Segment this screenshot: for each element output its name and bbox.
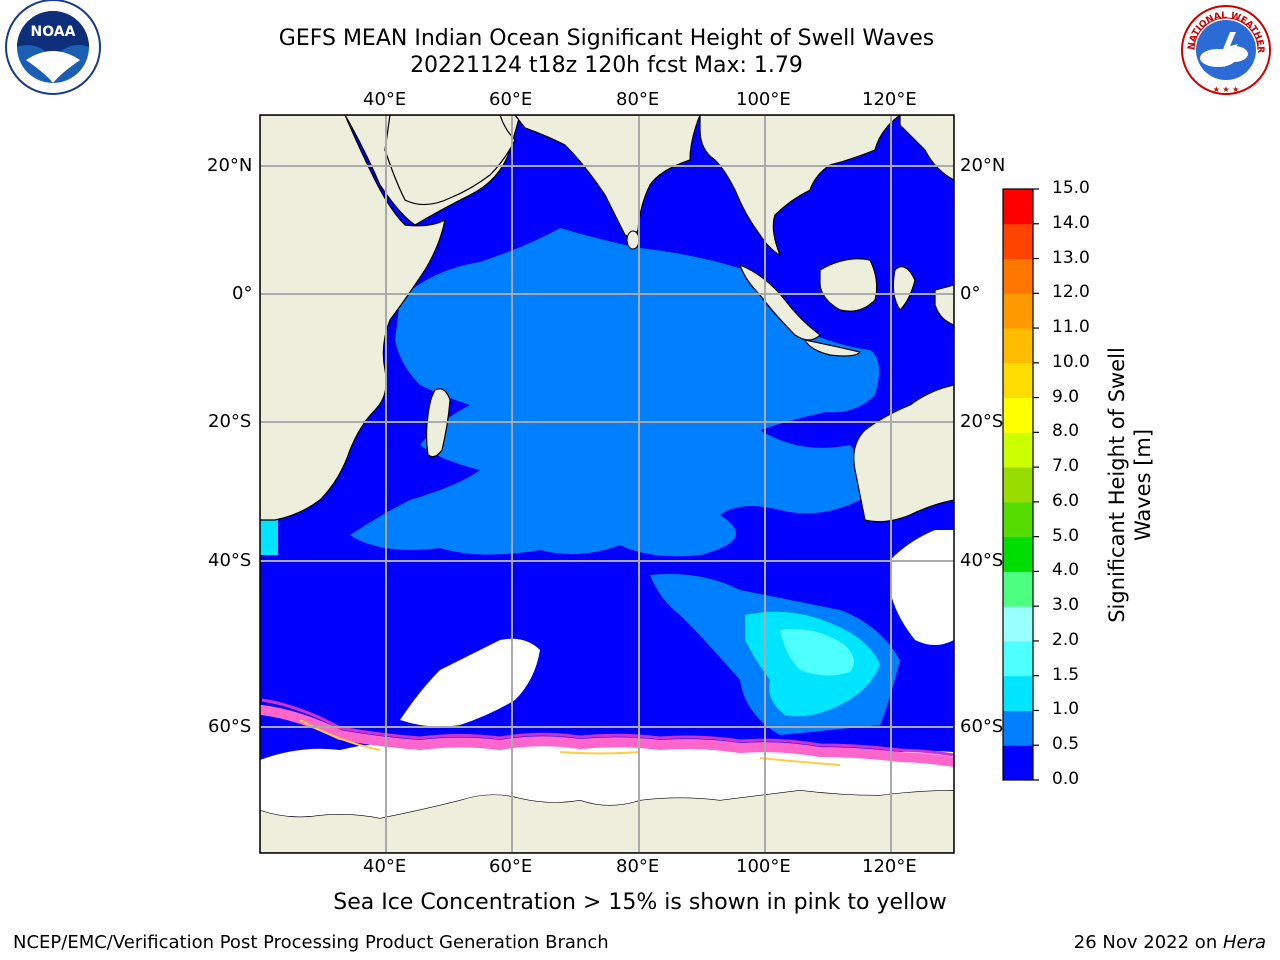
colorbar-segment bbox=[1003, 710, 1033, 746]
lon-label-top-80e: 80°E bbox=[616, 89, 660, 110]
map-frame bbox=[259, 114, 955, 854]
swell-band-1-5-2-0 bbox=[780, 629, 854, 676]
colorbar-segment bbox=[1003, 223, 1033, 260]
colorbar-segment bbox=[1003, 432, 1033, 468]
lat-label-right-0: 0° bbox=[960, 283, 981, 304]
colorbar-tick-label: 7.0 bbox=[1052, 456, 1080, 477]
colorbar-tick-label: 10.0 bbox=[1052, 351, 1090, 372]
colorbar-segment bbox=[1003, 362, 1033, 399]
lat-label-left-0: 0° bbox=[232, 283, 253, 304]
sea-ice-patch-west bbox=[400, 638, 540, 727]
colorbar-segment bbox=[1003, 258, 1033, 294]
land-sri-lanka bbox=[626, 230, 640, 250]
swell-patch-west bbox=[260, 520, 278, 555]
colorbar-tick-label: 12.0 bbox=[1052, 282, 1090, 303]
colorbar-tick-label: 4.0 bbox=[1052, 560, 1080, 581]
noaa-logo: NOAA bbox=[5, 0, 101, 95]
colorbar-segment bbox=[1003, 397, 1033, 433]
colorbar-tick-label: 14.0 bbox=[1052, 212, 1090, 233]
nws-logo: NATIONAL WEATHER SERVICE ★ ★ ★ bbox=[1178, 2, 1271, 95]
lon-label-bottom-40e: 40°E bbox=[363, 856, 407, 877]
colorbar-segment bbox=[1003, 189, 1033, 225]
land-sumatra bbox=[739, 263, 821, 341]
colorbar-segment bbox=[1003, 328, 1033, 364]
lat-label-left-60s: 60°S bbox=[208, 716, 252, 737]
colorbar-segment bbox=[1003, 606, 1033, 642]
colorbar-tick-label: 1.5 bbox=[1052, 664, 1080, 685]
land-southeast-asia bbox=[699, 115, 901, 257]
colorbar bbox=[1003, 189, 1033, 781]
lon-label-top-100e: 100°E bbox=[736, 89, 791, 110]
sea-ice-south bbox=[260, 739, 954, 818]
land-australia bbox=[853, 384, 954, 523]
colorbar-title: Significant Height of Swell Waves [m] bbox=[1104, 347, 1156, 623]
colorbar-tick-label: 15.0 bbox=[1052, 178, 1090, 198]
lon-label-top-60e: 60°E bbox=[489, 89, 533, 110]
lat-label-right-40s: 40°S bbox=[960, 550, 1004, 571]
colorbar-tick-label: 3.0 bbox=[1052, 595, 1080, 616]
colorbar-tick-label: 13.0 bbox=[1052, 247, 1090, 268]
lon-label-bottom-80e: 80°E bbox=[616, 856, 660, 877]
noaa-logo-text: NOAA bbox=[31, 24, 76, 40]
chart-subtitle: 20221124 t18z 120h fcst Max: 1.79 bbox=[410, 53, 803, 78]
sea-ice-edge-inner bbox=[261, 698, 954, 757]
lat-label-left-20s: 20°S bbox=[208, 411, 252, 432]
gridlines bbox=[260, 115, 954, 853]
lat-label-right-20n: 20°N bbox=[960, 155, 1006, 176]
colorbar-segment bbox=[1003, 675, 1033, 711]
colorbar-segment bbox=[1003, 536, 1033, 572]
colorbar-frame bbox=[1002, 188, 1034, 781]
footer-host: Hera bbox=[1222, 932, 1266, 953]
lon-label-bottom-120e: 120°E bbox=[862, 856, 917, 877]
lon-label-bottom-100e: 100°E bbox=[736, 856, 791, 877]
lat-label-left-20n: 20°N bbox=[207, 155, 253, 176]
land-borneo bbox=[819, 258, 878, 312]
colorbar-tick-label: 5.0 bbox=[1052, 525, 1080, 546]
colorbar-tick-marks bbox=[1033, 188, 1039, 781]
chart-title: GEFS MEAN Indian Ocean Significant Heigh… bbox=[278, 26, 935, 51]
colorbar-segment bbox=[1003, 745, 1033, 781]
colorbar-tick-label: 0.0 bbox=[1052, 769, 1080, 789]
swell-band-0-5-1-0 bbox=[350, 228, 879, 557]
colorbar-tick-label: 9.0 bbox=[1052, 386, 1080, 407]
colorbar-title-line1: Significant Height of Swell bbox=[1105, 347, 1129, 623]
lat-label-right-60s: 60°S bbox=[960, 716, 1004, 737]
land-philippines bbox=[899, 115, 954, 181]
footer-branch: NCEP/EMC/Verification Post Processing Pr… bbox=[13, 932, 609, 953]
colorbar-tick-label: 6.0 bbox=[1052, 490, 1080, 511]
lat-label-right-20s: 20°S bbox=[960, 411, 1004, 432]
colorbar-tick-label: 11.0 bbox=[1052, 317, 1090, 338]
colorbar-tick-label: 1.0 bbox=[1052, 699, 1080, 720]
colorbar-title-line2: Waves [m] bbox=[1131, 428, 1155, 542]
sea-ice-edge bbox=[260, 705, 954, 767]
colorbar-segment bbox=[1003, 293, 1033, 329]
footer-date: 26 Nov 2022 on Hera bbox=[1074, 932, 1266, 953]
sea-ice-edge-yellow bbox=[299, 719, 841, 766]
land-sulawesi bbox=[892, 266, 916, 311]
footer-date-text: 26 Nov 2022 on bbox=[1073, 932, 1223, 953]
svg-text:★ ★ ★: ★ ★ ★ bbox=[1213, 85, 1240, 94]
land-africa-mainland bbox=[260, 115, 446, 521]
lon-label-bottom-60e: 60°E bbox=[489, 856, 533, 877]
colorbar-segment bbox=[1003, 640, 1033, 677]
lat-label-left-40s: 40°S bbox=[208, 550, 252, 571]
lon-label-top-120e: 120°E bbox=[862, 89, 917, 110]
sea-ice-patch-east bbox=[890, 530, 954, 645]
colorbar-segment bbox=[1003, 501, 1033, 538]
colorbar-segment bbox=[1003, 571, 1033, 607]
lon-label-top-40e: 40°E bbox=[363, 89, 407, 110]
sea-ice-caption: Sea Ice Concentration > 15% is shown in … bbox=[333, 890, 947, 915]
land-java bbox=[803, 339, 862, 357]
colorbar-tick-label: 8.0 bbox=[1052, 421, 1080, 442]
colorbar-tick-label: 0.5 bbox=[1052, 734, 1080, 755]
colorbar-segment bbox=[1003, 467, 1033, 503]
colorbar-tick-label: 2.0 bbox=[1052, 629, 1080, 650]
